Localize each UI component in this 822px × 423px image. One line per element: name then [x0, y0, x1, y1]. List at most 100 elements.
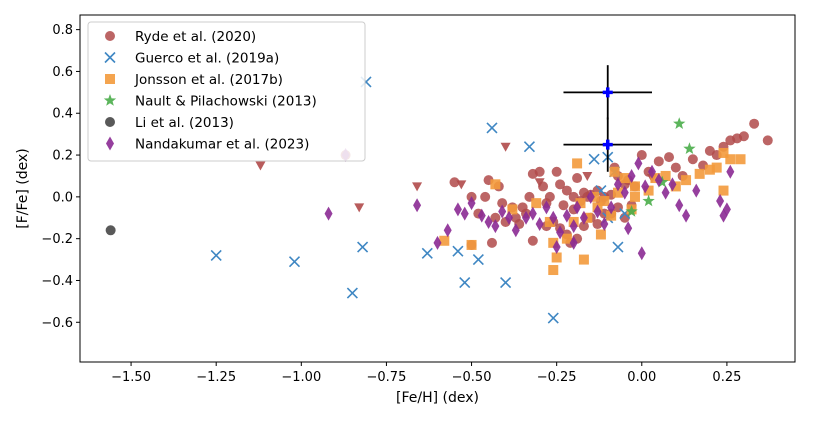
plot-frame — [79, 14, 796, 363]
data-point — [654, 173, 663, 188]
data-point — [670, 162, 681, 173]
x-tick-label: −0.25 — [537, 370, 577, 385]
data-point — [472, 254, 484, 266]
legend-label: Jonsson et al. (2017b) — [134, 72, 283, 88]
data-point — [558, 200, 569, 211]
data-point — [433, 235, 442, 250]
data-point — [486, 122, 498, 134]
data-point — [673, 117, 686, 129]
data-point — [664, 152, 675, 163]
data-point — [735, 154, 746, 165]
x-tick-label: −1.50 — [111, 370, 151, 385]
data-point — [595, 229, 606, 240]
data-point — [527, 235, 538, 246]
data-point — [704, 164, 715, 175]
data-point — [600, 217, 609, 232]
data-point — [421, 247, 433, 259]
data-point — [636, 150, 647, 161]
data-point — [653, 156, 664, 167]
data-point — [357, 241, 369, 253]
data-point — [588, 153, 600, 165]
data-point — [491, 219, 500, 234]
data-point — [675, 198, 684, 213]
data-point — [578, 254, 589, 265]
data-point — [484, 214, 493, 229]
data-point — [687, 154, 698, 165]
series-6 — [324, 148, 735, 261]
data-point — [459, 277, 471, 289]
data-point — [534, 166, 545, 177]
data-point — [551, 252, 562, 263]
data-point — [607, 200, 616, 215]
data-point — [486, 237, 497, 248]
y-tick-label: −0.4 — [41, 274, 73, 289]
data-point — [490, 212, 501, 223]
data-point — [599, 196, 610, 207]
legend-marker — [105, 74, 115, 84]
data-point — [210, 249, 222, 261]
data-point — [573, 200, 582, 215]
legend-label: Nault & Pilachowski (2013) — [135, 94, 317, 110]
data-point — [648, 164, 656, 179]
data-point — [500, 277, 512, 289]
x-tick-label: −0.75 — [367, 370, 407, 385]
axis-ticks: −1.50 −1.25 −1.00 −0.75 −0.50 −0.25 0.00 0.25 −0… — [41, 23, 741, 385]
data-point — [547, 312, 559, 324]
data-point — [511, 223, 520, 238]
data-point — [497, 198, 508, 209]
data-point — [556, 225, 565, 240]
legend-marker — [105, 117, 115, 127]
data-point — [500, 142, 511, 152]
legend-marker — [104, 51, 116, 64]
data-point — [324, 206, 333, 221]
data-point — [606, 210, 617, 221]
data-point — [634, 156, 643, 171]
data-point — [683, 142, 696, 155]
data-point — [738, 131, 749, 142]
series-4 — [625, 117, 696, 217]
data-point — [656, 175, 669, 188]
data-point — [453, 202, 462, 217]
data-point — [569, 219, 578, 234]
data-point — [668, 177, 677, 192]
data-point — [544, 216, 555, 227]
data-point — [542, 200, 551, 215]
data-point — [629, 191, 640, 202]
data-point — [641, 179, 650, 194]
y-tick-label: 0.0 — [52, 190, 73, 205]
data-point — [346, 287, 358, 299]
data-point — [354, 203, 365, 213]
data-point — [586, 189, 595, 204]
data-point — [661, 185, 670, 200]
series-5 — [105, 225, 116, 236]
data-point — [602, 139, 613, 150]
data-point — [670, 181, 681, 192]
x-tick-label: 0.00 — [627, 370, 656, 385]
data-point — [443, 223, 452, 238]
data-point — [467, 196, 476, 211]
data-point — [637, 246, 646, 261]
data-point — [612, 187, 623, 198]
data-point — [449, 177, 460, 188]
data-point — [572, 173, 583, 184]
data-point — [575, 198, 586, 209]
legend-label: Guerco et al. (2019a) — [135, 51, 279, 67]
data-point — [692, 183, 701, 198]
data-point — [613, 177, 622, 192]
data-point — [466, 239, 477, 250]
data-point — [535, 217, 544, 232]
data-point — [627, 168, 636, 183]
data-point — [561, 185, 572, 196]
data-point — [609, 166, 620, 177]
y-tick-label: 0.8 — [52, 23, 73, 38]
data-point — [534, 178, 545, 188]
data-point — [694, 168, 705, 179]
data-point — [523, 141, 535, 153]
legend-label: Nandakumar et al. (2023) — [135, 137, 309, 153]
legend-marker — [103, 94, 117, 106]
data-point — [624, 221, 633, 236]
data-point — [749, 118, 760, 129]
data-point — [569, 235, 578, 250]
data-point — [562, 208, 571, 223]
